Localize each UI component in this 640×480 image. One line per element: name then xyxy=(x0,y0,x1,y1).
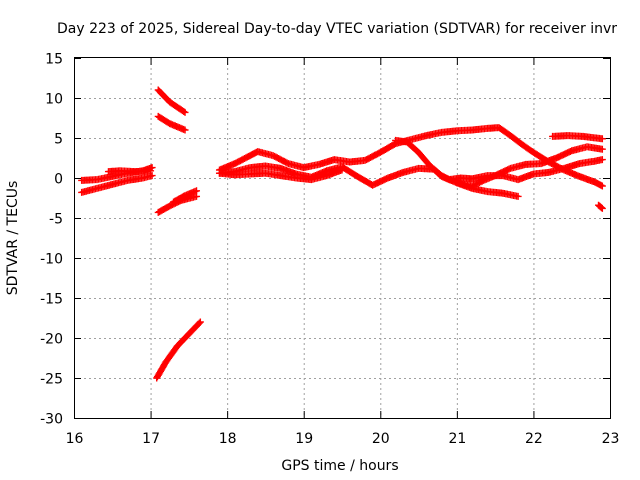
plot-frame xyxy=(74,57,611,419)
y-tick-label: -15 xyxy=(40,292,63,308)
data-point xyxy=(196,318,204,326)
axis-ticks xyxy=(74,58,611,419)
data-point xyxy=(598,204,606,212)
x-tick-label: 20 xyxy=(372,431,390,447)
series-arc-b-neg xyxy=(154,192,201,216)
y-tick-label: -30 xyxy=(40,412,63,428)
data-point xyxy=(514,192,522,200)
series-arc-a-lower xyxy=(78,172,156,196)
x-axis-title: GPS time / hours xyxy=(281,458,398,474)
series-arc-g xyxy=(453,143,606,190)
data-point xyxy=(338,166,346,174)
x-tick-label: 22 xyxy=(525,431,543,447)
x-tick-labels: 16 17 18 19 20 21 22 23 xyxy=(66,431,620,447)
chart-title: Day 223 of 2025, Sidereal Day-to-day VTE… xyxy=(57,21,617,37)
series-arc-a-mid xyxy=(104,167,155,176)
y-tick-label: 10 xyxy=(45,92,63,108)
x-tick-label: 19 xyxy=(295,431,313,447)
series-arc-h xyxy=(549,132,606,143)
y-axis-title: SDTVAR / TECUs xyxy=(5,181,21,296)
data-point xyxy=(181,126,189,134)
data-point xyxy=(598,145,606,153)
x-tick-label: 16 xyxy=(66,431,84,447)
y-tick-label: 0 xyxy=(54,172,63,188)
y-tick-label: -5 xyxy=(49,212,63,228)
data-point xyxy=(148,164,156,172)
y-tick-label: 5 xyxy=(54,132,63,148)
x-tick-label: 21 xyxy=(448,431,466,447)
data-point xyxy=(181,108,189,116)
series-arc-b-neg-upper xyxy=(170,187,201,206)
data-point xyxy=(598,182,606,190)
data-point xyxy=(147,167,155,175)
data-marks xyxy=(78,86,606,382)
x-tick-label: 23 xyxy=(602,431,620,447)
series-arc-b-second xyxy=(154,112,189,134)
data-point xyxy=(195,319,203,327)
series-arc-c xyxy=(215,124,606,190)
series-arc-e xyxy=(215,166,346,184)
data-point xyxy=(148,172,156,180)
y-tick-labels: 15 10 5 0 -5 -10 -15 -20 -25 -30 xyxy=(40,52,63,428)
series-arc-b-deep xyxy=(153,318,204,382)
x-tick-label: 18 xyxy=(219,431,237,447)
data-point xyxy=(193,187,201,195)
grid xyxy=(74,58,610,418)
y-tick-label: -25 xyxy=(40,372,63,388)
data-point xyxy=(598,156,606,164)
series-arc-b-top xyxy=(154,86,189,116)
series-arc-i xyxy=(595,201,606,212)
y-tick-label: -10 xyxy=(40,252,63,268)
x-tick-label: 17 xyxy=(142,431,160,447)
y-tick-label: 15 xyxy=(45,52,63,68)
data-point xyxy=(598,135,606,143)
y-tick-label: -20 xyxy=(40,332,63,348)
data-point xyxy=(597,204,605,212)
data-point xyxy=(180,108,188,116)
